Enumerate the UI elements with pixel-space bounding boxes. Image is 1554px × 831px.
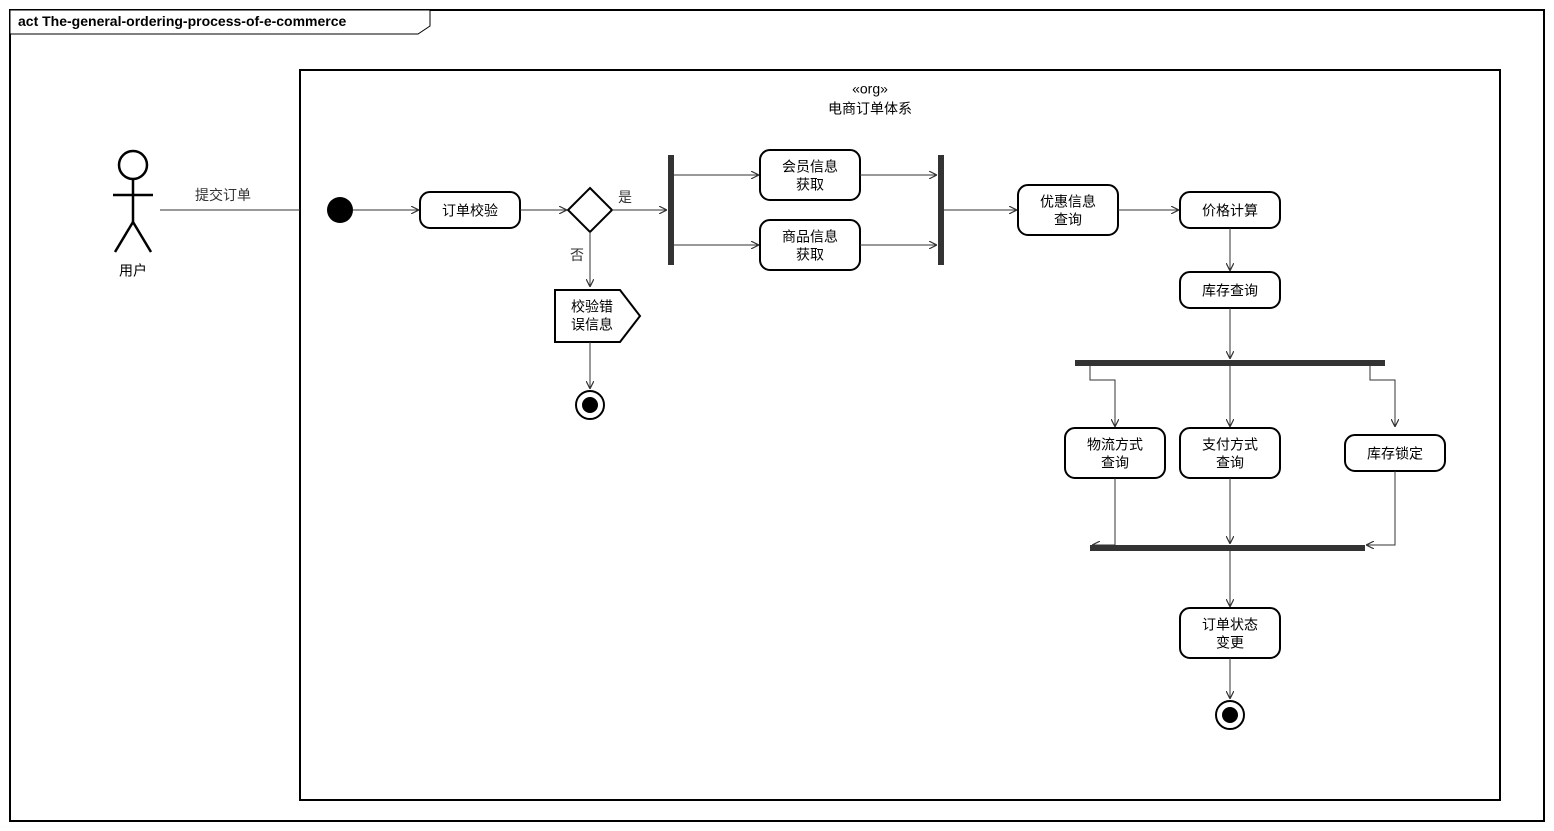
fork-bar-1 xyxy=(668,155,674,265)
svg-text:支付方式: 支付方式 xyxy=(1202,437,1258,453)
svg-text:误信息: 误信息 xyxy=(571,317,613,333)
svg-text:查询: 查询 xyxy=(1054,212,1082,228)
swimlane-title: 电商订单体系 xyxy=(828,101,912,117)
svg-text:物流方式: 物流方式 xyxy=(1087,437,1143,453)
svg-text:会员信息: 会员信息 xyxy=(782,159,838,175)
svg-text:订单状态: 订单状态 xyxy=(1202,617,1258,633)
swimlane-box xyxy=(300,70,1500,800)
activity-diagram: act The-general-ordering-process-of-e-co… xyxy=(0,0,1554,831)
join-bar-2 xyxy=(1090,545,1365,551)
svg-text:校验错: 校验错 xyxy=(571,299,613,315)
svg-text:查询: 查询 xyxy=(1216,455,1244,471)
label-yes: 是 xyxy=(618,189,632,205)
label-no: 否 xyxy=(570,247,584,263)
frame-title: act The-general-ordering-process-of-e-co… xyxy=(18,13,347,29)
svg-text:获取: 获取 xyxy=(796,247,824,263)
svg-text:订单校验: 订单校验 xyxy=(442,203,498,219)
svg-text:优惠信息: 优惠信息 xyxy=(1040,194,1096,210)
actor-label: 用户 xyxy=(119,263,147,279)
svg-text:商品信息: 商品信息 xyxy=(782,229,838,245)
svg-text:获取: 获取 xyxy=(796,177,824,193)
swimlane-stereotype: «org» xyxy=(852,81,888,97)
svg-text:价格计算: 价格计算 xyxy=(1202,203,1258,219)
svg-text:库存查询: 库存查询 xyxy=(1202,283,1258,299)
final-node-2-inner xyxy=(1222,707,1238,723)
svg-text:变更: 变更 xyxy=(1216,635,1244,651)
label-submit-order: 提交订单 xyxy=(195,187,251,203)
fork-bar-2 xyxy=(1075,360,1385,366)
final-node-1-inner xyxy=(582,397,598,413)
join-bar-1 xyxy=(938,155,944,265)
svg-text:查询: 查询 xyxy=(1101,455,1129,471)
svg-text:库存锁定: 库存锁定 xyxy=(1367,446,1423,462)
initial-node xyxy=(327,197,353,223)
